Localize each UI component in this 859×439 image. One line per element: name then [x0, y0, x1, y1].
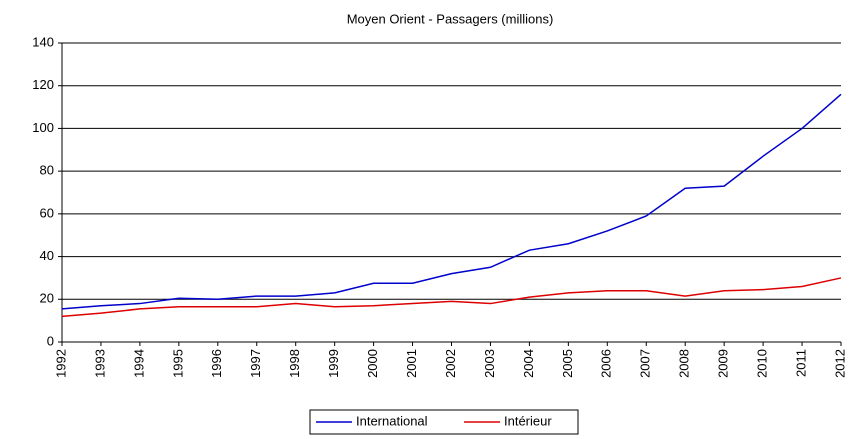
x-tick-label: 2011 — [793, 349, 808, 377]
x-tick-label: 2004 — [521, 349, 536, 378]
x-tick-label: 2003 — [482, 349, 497, 378]
x-tick-label: 1994 — [131, 349, 146, 378]
x-tick-label: 2010 — [755, 349, 770, 378]
y-tick-label: 80 — [40, 163, 54, 178]
series-line — [61, 93, 842, 310]
x-tick-label: 2000 — [365, 349, 380, 378]
y-tick-label: 140 — [32, 34, 54, 49]
y-tick-label: 60 — [40, 205, 54, 220]
x-tick-label: 2002 — [443, 349, 458, 378]
x-tick-label: 2008 — [677, 349, 692, 378]
x-tick-label: 2006 — [599, 349, 614, 378]
x-tick-label: 2009 — [716, 349, 731, 378]
x-tick-label: 2012 — [832, 349, 847, 378]
x-tick-label: 1998 — [287, 349, 302, 378]
x-tick-label: 1992 — [53, 349, 68, 378]
y-tick-label: 100 — [32, 120, 54, 135]
y-tick-label: 20 — [40, 291, 54, 306]
chart-title: Moyen Orient - Passagers (millions) — [347, 11, 554, 26]
x-tick-label: 1995 — [170, 349, 185, 378]
x-tick-label: 2007 — [638, 349, 653, 378]
y-tick-label: 40 — [40, 248, 54, 263]
y-tick-label: 120 — [32, 77, 54, 92]
y-tick-label: 0 — [47, 333, 54, 348]
legend-label: Intérieur — [504, 413, 552, 428]
legend-box — [309, 409, 579, 435]
x-tick-label: 1993 — [92, 349, 107, 378]
x-tick-label: 1997 — [248, 349, 263, 378]
x-tick-label: 2005 — [560, 349, 575, 378]
legend-label: International — [356, 413, 428, 428]
series-line — [61, 277, 842, 318]
x-tick-label: 1996 — [209, 349, 224, 378]
x-tick-label: 2001 — [404, 349, 419, 378]
x-tick-label: 1999 — [326, 349, 341, 378]
